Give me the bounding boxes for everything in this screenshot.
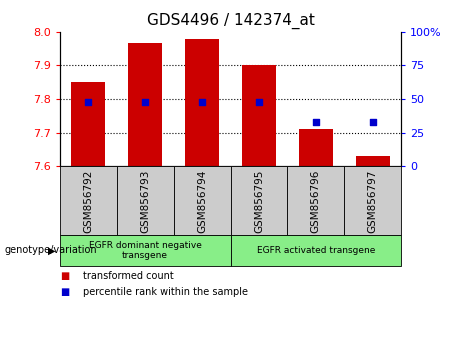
Point [142,99,149,105]
Text: GSM856793: GSM856793 [140,169,150,233]
Point [312,119,319,125]
Bar [299,130,333,166]
Text: ■: ■ [60,271,69,281]
Point [255,99,263,105]
Text: percentile rank within the sample: percentile rank within the sample [83,287,248,297]
Bar [355,156,390,166]
Text: GSM856794: GSM856794 [197,169,207,233]
Bar [128,42,162,166]
Text: EGFR dominant negative
transgene: EGFR dominant negative transgene [89,241,201,260]
Title: GDS4496 / 142374_at: GDS4496 / 142374_at [147,13,314,29]
Bar [242,65,276,166]
Point [85,99,92,105]
Text: GSM856796: GSM856796 [311,169,321,233]
Text: EGFR activated transgene: EGFR activated transgene [257,246,375,255]
Text: GSM856797: GSM856797 [367,169,378,233]
Text: ■: ■ [60,287,69,297]
Text: ▶: ▶ [48,245,55,256]
Point [198,99,206,105]
Bar [71,82,106,166]
Bar [185,39,219,166]
Text: genotype/variation: genotype/variation [5,245,97,256]
Text: GSM856795: GSM856795 [254,169,264,233]
Text: GSM856792: GSM856792 [83,169,94,233]
Text: transformed count: transformed count [83,271,174,281]
Point [369,119,376,125]
